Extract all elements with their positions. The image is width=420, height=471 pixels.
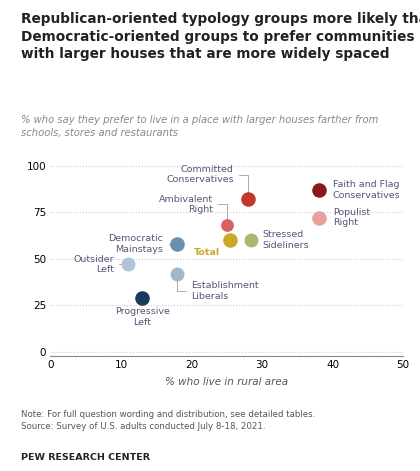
Point bbox=[244, 195, 251, 203]
Text: Progressive
Left: Progressive Left bbox=[115, 307, 170, 326]
Point bbox=[248, 236, 255, 244]
Point bbox=[139, 294, 145, 301]
Point bbox=[223, 221, 230, 229]
Text: Stressed
Sideliners: Stressed Sideliners bbox=[254, 230, 309, 250]
Point bbox=[174, 270, 181, 277]
Point bbox=[315, 214, 322, 221]
Text: Populist
Right: Populist Right bbox=[333, 208, 370, 227]
Text: Republican-oriented typology groups more likely than
Democratic-oriented groups : Republican-oriented typology groups more… bbox=[21, 12, 420, 62]
Text: Democratic
Mainstays: Democratic Mainstays bbox=[108, 234, 175, 253]
Text: % who say they prefer to live in a place with larger houses farther from
schools: % who say they prefer to live in a place… bbox=[21, 115, 378, 138]
X-axis label: % who live in rural area: % who live in rural area bbox=[165, 377, 289, 387]
Point bbox=[315, 186, 322, 194]
Text: Total: Total bbox=[194, 248, 220, 257]
Text: Committed
Conservatives: Committed Conservatives bbox=[166, 165, 248, 196]
Point bbox=[174, 240, 181, 248]
Text: Outsider
Left: Outsider Left bbox=[73, 255, 125, 274]
Point bbox=[227, 236, 234, 244]
Text: Establishment
Liberals: Establishment Liberals bbox=[177, 276, 259, 300]
Text: Ambivalent
Right: Ambivalent Right bbox=[159, 195, 227, 222]
Text: Note: For full question wording and distribution, see detailed tables.
Source: S: Note: For full question wording and dist… bbox=[21, 410, 315, 430]
Point bbox=[125, 260, 131, 268]
Text: Faith and Flag
Conservatives: Faith and Flag Conservatives bbox=[333, 180, 400, 200]
Text: PEW RESEARCH CENTER: PEW RESEARCH CENTER bbox=[21, 453, 150, 462]
